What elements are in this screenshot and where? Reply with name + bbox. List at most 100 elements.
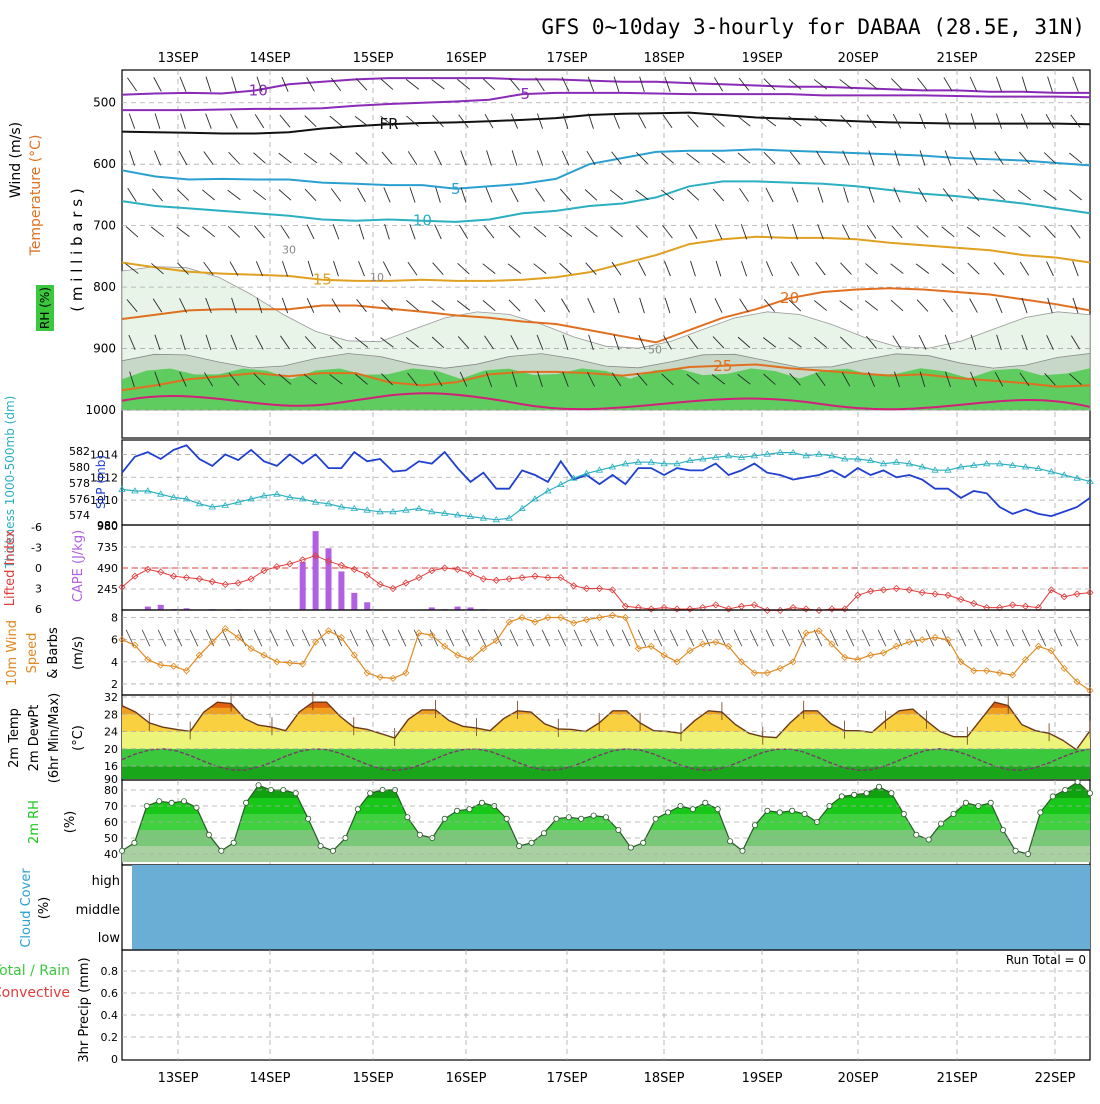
date-label-bottom: 22SEP bbox=[1035, 1071, 1076, 1086]
lifted-index-point bbox=[260, 567, 268, 575]
thickness-point bbox=[957, 463, 965, 470]
isotherm-line bbox=[121, 148, 1091, 190]
wind-barb bbox=[587, 76, 595, 92]
wind-barb bbox=[788, 78, 802, 90]
date-label-bottom: 13SEP bbox=[158, 1071, 199, 1086]
rh-band bbox=[122, 846, 1090, 862]
thickness-point bbox=[492, 516, 501, 523]
wind-barb bbox=[230, 334, 238, 350]
lifted-index-point bbox=[712, 601, 720, 609]
wind-barb bbox=[409, 187, 416, 203]
surface-wind-barb bbox=[573, 629, 583, 647]
thickness-point bbox=[918, 463, 926, 470]
wind-barb bbox=[788, 299, 802, 312]
wind-barb bbox=[839, 336, 853, 349]
wind-barb bbox=[357, 187, 366, 203]
wind-barb bbox=[917, 77, 928, 91]
wind-barb bbox=[1017, 189, 1032, 201]
lifted-index-point bbox=[686, 605, 694, 613]
wind-barb bbox=[992, 189, 1006, 201]
wind-barb bbox=[637, 261, 647, 276]
wind-barb bbox=[562, 113, 569, 129]
wind-barb bbox=[639, 297, 645, 314]
temp-band bbox=[122, 748, 1090, 767]
isotherm-label: 15 bbox=[313, 271, 332, 289]
wind-speed-point bbox=[234, 633, 242, 642]
wind-barb bbox=[227, 225, 241, 238]
wind-barb bbox=[1072, 261, 1079, 277]
rh-point bbox=[603, 814, 610, 821]
surface-wind-barb bbox=[445, 629, 455, 647]
surface-wind-barb bbox=[621, 629, 631, 647]
wind-speed-point bbox=[157, 661, 165, 669]
wind-barb bbox=[536, 113, 543, 129]
wind-barb bbox=[333, 260, 339, 277]
lifted-index-point bbox=[492, 576, 500, 584]
rh-point bbox=[702, 799, 709, 806]
isotherm-label: 25 bbox=[713, 357, 732, 375]
wind-speed-point bbox=[454, 651, 462, 659]
ylabel-minmax: (6hr Min/Max) bbox=[47, 693, 62, 783]
ylabel-2m-dewpt: 2m DewPt bbox=[27, 705, 42, 772]
ylabel-precip: 3hr Precip (mm) bbox=[77, 957, 92, 1062]
wind-barb bbox=[536, 334, 544, 350]
wind-barb bbox=[407, 151, 418, 165]
wind-barb bbox=[788, 115, 802, 127]
wind-barb bbox=[865, 78, 878, 90]
lifted-index-point bbox=[854, 591, 862, 599]
thickness-point bbox=[466, 512, 475, 519]
thickness-point bbox=[440, 509, 449, 516]
wind-speed-point bbox=[944, 636, 952, 644]
wind-barb bbox=[1072, 297, 1079, 314]
wind-barb bbox=[996, 334, 1002, 351]
wind-barb bbox=[460, 187, 467, 203]
lifted-index-point bbox=[802, 605, 810, 613]
li-tick-label: -6 bbox=[31, 521, 42, 534]
lifted-index-point bbox=[195, 575, 203, 583]
wind-speed-point bbox=[776, 664, 784, 672]
thickness-point bbox=[789, 448, 797, 455]
lifted-index-point bbox=[1009, 601, 1017, 609]
surface-wind-barb bbox=[605, 629, 615, 647]
wind-barb bbox=[227, 189, 241, 201]
temp-bands bbox=[122, 702, 1090, 779]
wind-barb bbox=[179, 298, 187, 313]
wind-barb bbox=[892, 113, 902, 129]
wind-barb bbox=[866, 114, 877, 129]
wind-barb bbox=[358, 261, 365, 277]
thickness-point bbox=[531, 495, 539, 502]
date-label-bottom: 16SEP bbox=[446, 1071, 487, 1086]
wind-barb bbox=[1047, 297, 1053, 314]
wind-barb bbox=[945, 371, 951, 388]
date-label-bottom: 15SEP bbox=[353, 1071, 394, 1086]
wind-barb bbox=[714, 298, 723, 313]
wind-barb bbox=[613, 113, 620, 129]
lifted-index-point bbox=[570, 582, 578, 590]
wind-speed-point bbox=[389, 674, 397, 682]
wind-barb bbox=[814, 336, 827, 348]
wind-barb bbox=[431, 79, 445, 90]
rh-contour-label: 10 bbox=[370, 271, 384, 284]
temp-band bbox=[122, 766, 1090, 779]
isotherm-line bbox=[121, 77, 1090, 96]
wind-speed-point bbox=[660, 651, 668, 659]
thickness-point bbox=[286, 493, 294, 500]
thickness-point bbox=[608, 463, 617, 470]
surface-wind-barb bbox=[541, 629, 551, 647]
wind-barb bbox=[433, 372, 443, 387]
rh-tick-label: 60 bbox=[104, 816, 118, 829]
surface-wind-barb bbox=[365, 629, 375, 647]
panel-2m-temp: 16 20 24 28 32 90 2m Temp 2m DewPt (6hr Min/Max)… bbox=[7, 691, 1091, 786]
temp-tick-label: 24 bbox=[104, 726, 118, 739]
surface-wind-barb bbox=[669, 629, 679, 647]
rh-legend-swatch bbox=[36, 285, 54, 331]
lifted-index-point bbox=[944, 591, 952, 599]
wind-barb bbox=[739, 298, 749, 313]
wind-barb bbox=[254, 225, 265, 239]
wind-barb bbox=[507, 263, 522, 274]
wind-speed-point bbox=[505, 618, 513, 626]
surface-wind-barb bbox=[781, 629, 791, 647]
rh-point bbox=[416, 831, 423, 838]
wind-barb bbox=[868, 187, 875, 203]
thickness-point bbox=[144, 487, 152, 494]
